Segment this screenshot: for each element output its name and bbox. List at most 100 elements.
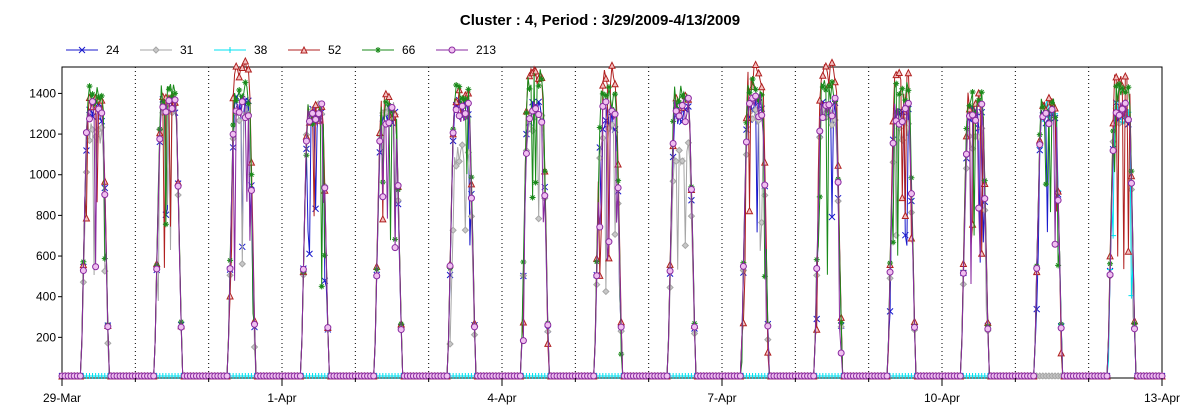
data-point xyxy=(382,89,390,98)
data-point xyxy=(911,323,918,331)
y-tick-label: 1000 xyxy=(29,168,56,182)
data-point xyxy=(1036,131,1043,138)
data-point xyxy=(98,92,105,99)
data-point xyxy=(538,76,545,83)
data-point xyxy=(761,273,768,280)
data-point xyxy=(886,268,894,276)
data-point xyxy=(834,178,842,186)
data-point xyxy=(676,99,683,106)
data-point xyxy=(238,98,246,106)
data-point xyxy=(599,90,606,97)
x-tick-label: 1-Apr xyxy=(267,391,296,405)
data-point xyxy=(244,64,253,73)
data-point xyxy=(816,193,823,200)
data-point xyxy=(321,184,329,192)
data-point xyxy=(449,129,457,137)
data-point xyxy=(590,372,598,380)
data-point xyxy=(78,46,86,54)
data-point xyxy=(1124,247,1133,255)
data-point xyxy=(162,108,170,116)
data-point xyxy=(1110,127,1117,134)
data-point xyxy=(98,109,106,117)
data-point xyxy=(227,47,233,53)
data-point xyxy=(975,97,982,104)
y-tick-label: 800 xyxy=(36,208,56,222)
data-point xyxy=(969,111,977,119)
data-point xyxy=(963,125,970,132)
data-point xyxy=(169,93,175,100)
data-point xyxy=(385,102,392,109)
data-point xyxy=(321,252,328,259)
legend-item-52: 52 xyxy=(288,43,342,57)
data-point xyxy=(1131,325,1138,333)
data-point xyxy=(1106,271,1114,279)
data-point xyxy=(541,168,548,175)
data-point xyxy=(746,89,753,96)
data-point xyxy=(904,99,912,107)
data-point xyxy=(618,351,625,358)
data-point xyxy=(602,92,609,99)
data-point xyxy=(617,323,625,331)
data-point xyxy=(966,102,973,109)
data-point xyxy=(822,86,829,93)
data-point xyxy=(453,81,460,88)
data-point xyxy=(602,74,610,82)
data-point xyxy=(532,105,540,113)
data-point xyxy=(248,171,255,178)
data-point xyxy=(1055,262,1062,269)
data-point xyxy=(526,115,533,123)
data-point xyxy=(975,204,983,212)
data-point xyxy=(670,118,677,125)
data-point xyxy=(896,91,903,98)
data-point xyxy=(443,372,451,380)
data-point xyxy=(687,185,695,193)
data-point xyxy=(230,121,237,128)
legend-item-31: 31 xyxy=(140,43,194,57)
data-point xyxy=(153,265,161,273)
data-point xyxy=(907,190,915,198)
data-point xyxy=(1118,105,1126,113)
data-point xyxy=(749,75,756,82)
data-point xyxy=(397,326,405,334)
data-point xyxy=(535,82,542,89)
data-point xyxy=(611,79,619,88)
data-point xyxy=(172,90,179,97)
data-point xyxy=(675,146,683,155)
data-point xyxy=(752,92,760,100)
data-point xyxy=(969,89,976,96)
data-point xyxy=(232,61,240,70)
data-point xyxy=(526,85,533,92)
data-point xyxy=(1125,84,1132,91)
data-point xyxy=(241,56,250,65)
data-point xyxy=(825,101,833,109)
series-layer xyxy=(58,56,1166,380)
data-point xyxy=(541,192,549,200)
data-point xyxy=(691,323,698,331)
data-point xyxy=(898,193,907,202)
data-point xyxy=(837,349,845,357)
data-point xyxy=(758,218,766,227)
data-point xyxy=(324,324,332,332)
data-point xyxy=(669,140,677,148)
data-point xyxy=(165,86,172,93)
y-tick-label: 400 xyxy=(36,290,56,304)
data-point xyxy=(152,46,160,54)
data-point xyxy=(247,186,255,194)
data-point xyxy=(370,372,378,380)
data-point xyxy=(379,193,387,201)
data-point xyxy=(1115,111,1123,119)
legend-item-24: 24 xyxy=(66,43,120,57)
data-point xyxy=(544,339,552,347)
data-point xyxy=(299,265,307,273)
data-point xyxy=(743,119,750,126)
data-point xyxy=(751,60,760,68)
data-point xyxy=(538,118,546,126)
data-point xyxy=(1116,80,1123,87)
data-point xyxy=(754,68,763,77)
data-point xyxy=(309,109,317,117)
data-point xyxy=(233,97,240,104)
y-tick-label: 200 xyxy=(36,330,56,344)
data-point xyxy=(523,109,530,116)
data-point xyxy=(761,181,769,189)
